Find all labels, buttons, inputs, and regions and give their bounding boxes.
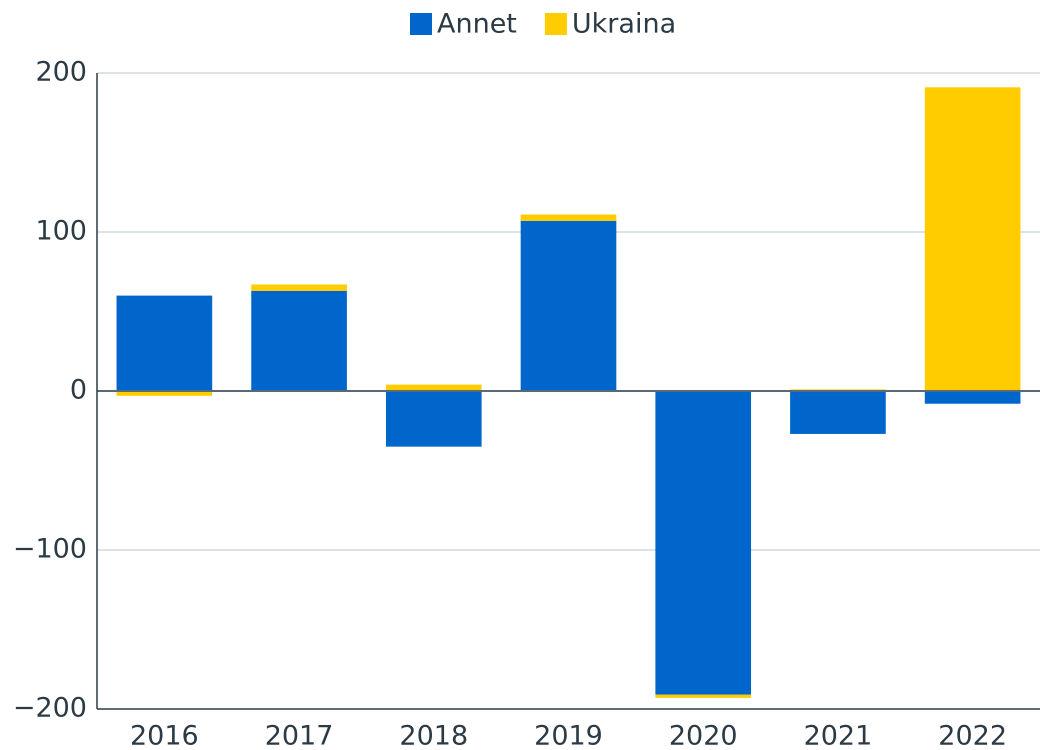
x-tick-label: 2020: [669, 721, 738, 750]
x-tick-label: 2016: [130, 721, 199, 750]
y-tick-label: 0: [70, 375, 87, 406]
legend-swatch: [410, 13, 432, 35]
x-tick-label: 2018: [399, 721, 468, 750]
x-tick-label: 2017: [265, 721, 334, 750]
y-tick-label: 200: [35, 57, 87, 88]
x-tick-label: 2019: [534, 721, 603, 750]
legend-label: Ukraina: [572, 9, 676, 40]
x-tick-label: 2021: [804, 721, 873, 750]
bar: [116, 295, 213, 391]
bar: [385, 391, 482, 447]
legend-label: Annet: [437, 9, 517, 40]
bar: [520, 214, 617, 221]
bar: [655, 391, 752, 695]
y-tick-label: −100: [13, 534, 87, 565]
y-tick-label: 100: [35, 216, 87, 247]
bar: [520, 220, 617, 391]
bar: [385, 384, 482, 391]
legend-swatch: [544, 13, 567, 35]
bar: [116, 391, 213, 396]
bar: [790, 391, 886, 434]
bar: [655, 694, 752, 698]
bar: [251, 284, 347, 291]
bar: [924, 87, 1021, 391]
bar: [924, 391, 1021, 404]
bar: [251, 290, 347, 391]
y-tick-label: −200: [13, 693, 87, 724]
x-tick-label: 2022: [938, 721, 1007, 750]
